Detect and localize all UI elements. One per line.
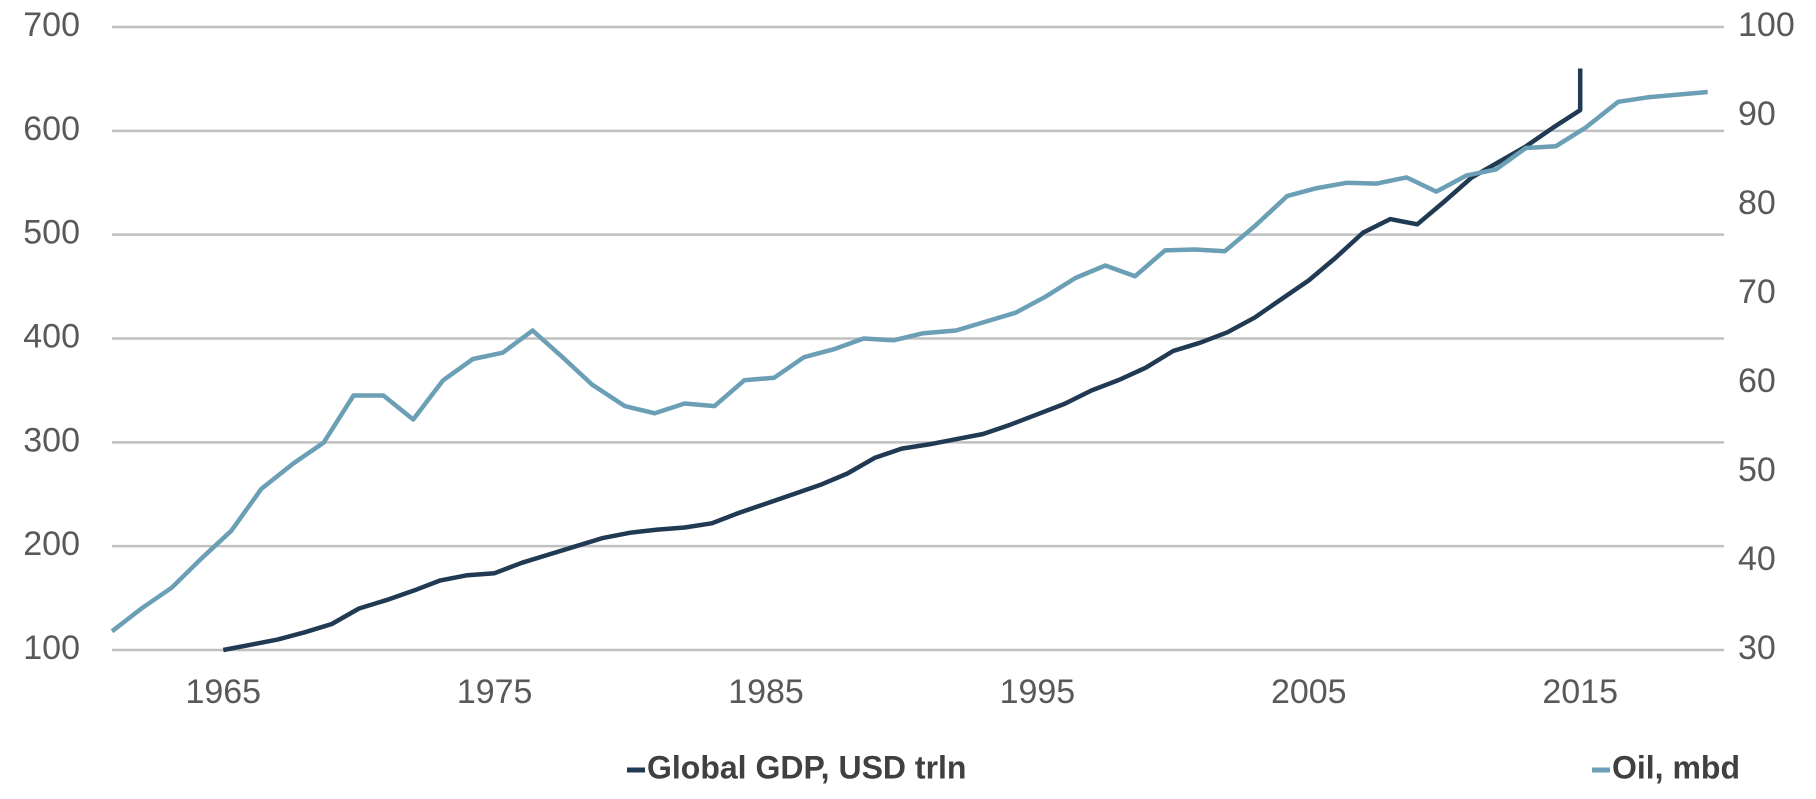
y-tick-label: 300 xyxy=(23,421,80,459)
x-tick-label: 1995 xyxy=(1000,673,1076,711)
y-tick-label: 100 xyxy=(23,629,80,667)
y2-tick-label: 80 xyxy=(1738,184,1776,222)
y2-tick-label: 60 xyxy=(1738,362,1776,400)
x-tick-label: 1975 xyxy=(457,673,533,711)
y2-tick-label: 90 xyxy=(1738,95,1776,133)
series-line xyxy=(222,68,1583,653)
x-tick-label: 2015 xyxy=(1542,673,1618,711)
y2-tick-label: 50 xyxy=(1738,451,1776,489)
legend-label: Global GDP, USD trln xyxy=(647,749,966,785)
x-tick-label: 2005 xyxy=(1271,673,1347,711)
legend-label: Oil, mbd xyxy=(1612,749,1740,785)
y-tick-label: 500 xyxy=(23,214,80,252)
y2-tick-label: 70 xyxy=(1738,273,1776,311)
y2-tick-label: 40 xyxy=(1738,540,1776,578)
y-tick-label: 200 xyxy=(23,525,80,563)
y2-tick-label: 100 xyxy=(1738,6,1795,44)
y-tick-label: 700 xyxy=(23,6,80,44)
series-line xyxy=(110,89,1708,634)
x-tick-label: 1965 xyxy=(185,673,261,711)
y-tick-label: 600 xyxy=(23,110,80,148)
y-tick-label: 400 xyxy=(23,317,80,355)
y2-tick-label: 30 xyxy=(1738,629,1776,667)
x-tick-label: 1985 xyxy=(728,673,804,711)
